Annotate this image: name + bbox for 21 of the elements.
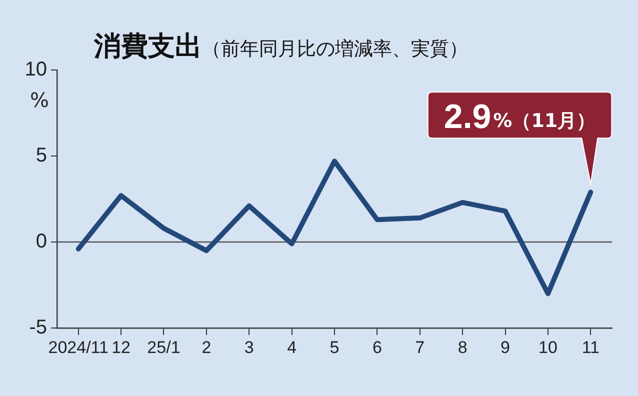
x-tick-label: 11 [582,338,600,357]
x-tick-label: 7 [415,338,425,357]
y-axis-title: % [30,88,50,112]
x-tick-label: 2 [202,338,212,357]
x-tick-label: 9 [500,338,510,357]
y-tick-label: 10 [24,58,47,81]
x-tick-label: 10 [538,338,558,357]
annotation: 2.9%（11月） [444,98,596,136]
x-tick-label: 25/1 [147,338,180,357]
x-tick-label: 12 [112,338,130,357]
y-tick-label: -5 [29,316,47,339]
y-tick-label: 0 [36,230,47,253]
x-tick-label: 3 [244,338,254,357]
x-tick-label: 2024/11 [48,338,108,357]
y-tick-label: 5 [36,144,47,167]
x-tick-label: 8 [458,338,468,357]
chart-subtitle: （前年同月比の増減率、実質） [202,38,468,60]
x-tick-label: 5 [330,338,340,357]
chart-title: 消費支出 [94,31,202,62]
x-tick-label: 4 [287,338,297,357]
x-tick-label: 6 [372,338,382,357]
